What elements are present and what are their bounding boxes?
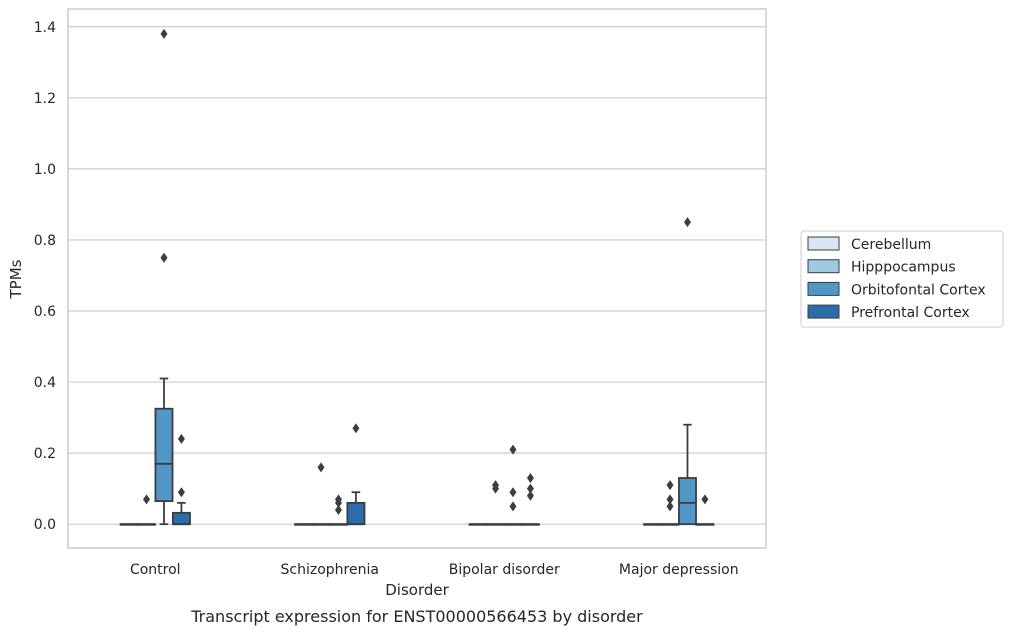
y-tick-label: 0.8 xyxy=(34,233,56,249)
box-cerebellum xyxy=(294,523,314,526)
box-orbitofontal-cortex xyxy=(154,28,174,526)
box-prefrontal-cortex xyxy=(171,433,191,526)
y-tick-label: 0.2 xyxy=(34,446,56,462)
y-tick-label: 0.6 xyxy=(34,304,56,320)
box-cerebellum xyxy=(643,523,663,526)
outlier-point xyxy=(666,501,674,512)
box-cerebellum xyxy=(468,523,488,526)
legend-label: Hipppocampus xyxy=(851,260,956,276)
legend-swatch xyxy=(807,236,840,251)
outlier-point xyxy=(352,423,360,434)
outlier-point xyxy=(666,480,674,491)
outlier-point xyxy=(334,497,342,508)
box-body xyxy=(154,407,174,502)
y-tick-label: 1.0 xyxy=(34,162,56,178)
box-body xyxy=(678,477,697,526)
box-prefrontal-cortex xyxy=(520,473,540,526)
outlier-point xyxy=(509,501,517,512)
x-tick-label: Bipolar disorder xyxy=(449,562,560,578)
legend-swatch xyxy=(807,304,840,319)
x-tick-labels: Control Schizophrenia Bipolar disorder Majo… xyxy=(130,562,739,578)
plot-frame xyxy=(67,8,767,549)
y-axis-label: TPMs xyxy=(7,259,25,299)
outlier-point xyxy=(509,487,517,498)
outlier-point xyxy=(143,494,151,505)
outlier-point xyxy=(160,28,168,39)
box-hipppocampus xyxy=(137,494,156,526)
box-prefrontal-cortex xyxy=(346,423,366,526)
y-tick-label: 1.2 xyxy=(34,91,56,107)
outlier-point xyxy=(683,217,691,228)
x-tick-label: Control xyxy=(130,562,181,578)
outlier-point xyxy=(526,490,534,501)
x-tick-label: Schizophrenia xyxy=(281,562,379,578)
box-hipppocampus xyxy=(660,480,680,526)
x-axis-label: Disorder xyxy=(385,581,449,599)
outlier-point xyxy=(526,473,534,484)
legend-swatch xyxy=(807,259,840,274)
box-body xyxy=(171,511,191,526)
y-tick-labels: 0.0 0.2 0.4 0.6 0.8 1.0 1.2 1.4 xyxy=(34,20,56,533)
legend-label: Prefrontal Cortex xyxy=(851,305,970,321)
y-tick-label: 1.4 xyxy=(34,20,56,36)
y-tick-label: 0.0 xyxy=(34,517,56,533)
legend: Cerebellum Hipppocampus Orbitofontal Corte… xyxy=(800,230,1004,328)
legend-label: Orbitofontal Cortex xyxy=(851,282,986,298)
outlier-point xyxy=(526,483,534,494)
chart-title: Transcript expression for ENST0000056645… xyxy=(190,607,643,626)
legend-swatch xyxy=(807,281,840,296)
legend-label: Cerebellum xyxy=(851,237,931,253)
outlier-point xyxy=(666,494,674,505)
outlier-point xyxy=(509,444,517,455)
outlier-point xyxy=(177,487,185,498)
box-cerebellum xyxy=(119,523,139,526)
box-prefrontal-cortex xyxy=(695,494,715,526)
box-hipppocampus xyxy=(486,480,505,526)
legend-frame xyxy=(800,230,1004,328)
box-body xyxy=(346,501,366,526)
outlier-point xyxy=(317,462,325,473)
outlier-point xyxy=(160,252,168,263)
x-tick-label: Major depression xyxy=(619,562,739,578)
outlier-point xyxy=(177,433,185,444)
outlier-point xyxy=(492,483,500,494)
y-tick-label: 0.4 xyxy=(34,375,56,391)
outlier-point xyxy=(334,504,342,515)
outlier-point xyxy=(701,494,709,505)
box-orbitofontal-cortex xyxy=(678,217,697,526)
box-plots xyxy=(119,28,715,526)
